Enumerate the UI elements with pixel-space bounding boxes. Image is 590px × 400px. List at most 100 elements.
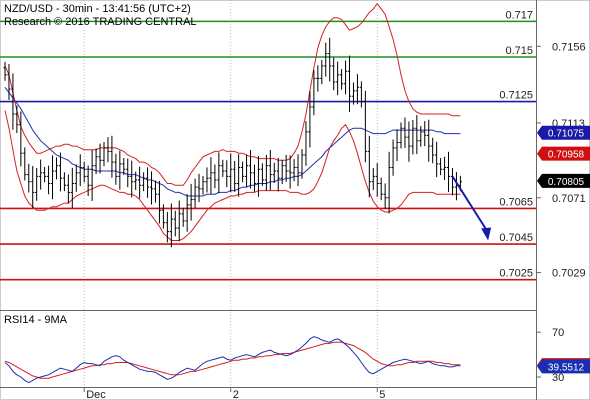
ohlc-bar — [320, 60, 324, 85]
ohlc-bar — [371, 168, 375, 191]
ohlc-bar — [153, 180, 158, 203]
ohlc-bar — [185, 194, 189, 232]
rsi-y-tick-label: 70 — [552, 327, 564, 339]
x-tick-label: 2 — [233, 389, 239, 400]
ohlc-bar — [296, 154, 300, 187]
ohlc-bar — [193, 178, 197, 208]
ohlc-bar — [367, 135, 371, 198]
ohlc-bar — [225, 160, 229, 188]
ohlc-bar — [7, 64, 11, 100]
price-box-bg — [537, 173, 590, 188]
ohlc-bar — [161, 204, 165, 229]
bollinger-upper-line — [4, 2, 461, 186]
ohlc-bar — [78, 154, 82, 187]
bollinger-lower-line — [4, 110, 461, 241]
ohlc-bar — [58, 152, 63, 192]
ohlc-bar — [114, 153, 118, 185]
ohlc-bar — [351, 82, 356, 105]
ohlc-bar — [110, 135, 114, 178]
x-tick-label: 5 — [379, 389, 385, 400]
ohlc-bar — [332, 57, 336, 91]
level-label: 0.7025 — [499, 268, 533, 280]
ohlc-bar — [427, 119, 431, 162]
level-label: 0.7065 — [499, 196, 533, 208]
ohlc-bar — [205, 167, 209, 193]
ohlc-bar — [379, 177, 383, 201]
level-label: 0.715 — [505, 45, 533, 57]
ohlc-bar — [70, 167, 74, 209]
ohlc-bar — [347, 55, 352, 112]
ohlc-bar — [221, 159, 225, 177]
ohlc-bar — [165, 211, 169, 243]
y-tick-label: 0.7029 — [552, 268, 586, 280]
ohlc-bar — [209, 157, 213, 194]
ohlc-bar — [23, 147, 27, 181]
ohlc-bar — [181, 207, 185, 227]
ohlc-bar — [244, 154, 249, 188]
x-tick-label: Dec — [86, 389, 106, 400]
ohlc-bar — [27, 163, 31, 193]
y-tick-label: 0.7113 — [552, 118, 585, 130]
ohlc-bar — [126, 158, 130, 188]
arrow-layer — [451, 175, 492, 241]
ohlc-bar — [94, 148, 98, 175]
price-box-bg — [537, 125, 590, 140]
chart-title: NZD/USD - 30min - 13:41:56 (UTC+2) — [4, 3, 191, 15]
level-label: 0.717 — [505, 9, 533, 21]
rsi-layer — [4, 336, 461, 384]
ohlc-bar — [446, 151, 451, 193]
ohlc-bar — [383, 183, 387, 209]
ohlc-bar — [387, 151, 391, 214]
ohlc-bar — [237, 154, 241, 197]
ohlc-bar — [134, 171, 138, 191]
price-box-label: 0.70805 — [548, 177, 585, 188]
rsi-line — [4, 336, 461, 384]
ohlc-bar — [39, 159, 43, 190]
price-box-label: 0.71075 — [548, 129, 585, 140]
candle-layer — [3, 37, 462, 248]
ohlc-bar — [66, 174, 70, 204]
ohlc-bar — [304, 121, 308, 166]
ohlc-bar — [336, 61, 340, 96]
ohlc-bar — [316, 65, 320, 92]
ohlc-bar — [439, 158, 443, 176]
ohlc-bar — [264, 154, 268, 191]
ohlc-bar — [118, 150, 122, 190]
ohlc-bar — [3, 61, 7, 81]
level-label: 0.7045 — [499, 232, 533, 244]
ohlc-bar — [122, 158, 126, 176]
ohlc-bar — [431, 137, 435, 164]
ohlc-bar — [324, 42, 328, 77]
ohlc-bar — [189, 183, 193, 221]
ohlc-bar — [149, 171, 154, 205]
y-tick-label: 0.7156 — [552, 41, 586, 53]
ohlc-bar — [272, 162, 276, 183]
rsi-panel-title: RSI14 - 9MA — [4, 314, 68, 326]
price-box: 0.70958 — [537, 146, 590, 161]
ohlc-bar — [50, 155, 55, 200]
ohlc-bar — [340, 68, 344, 90]
ohlc-bar — [201, 175, 205, 195]
ohlc-bar — [355, 74, 360, 105]
ohlc-bar — [169, 203, 173, 248]
ohlc-bar — [173, 210, 177, 237]
ohlc-bar — [399, 122, 403, 149]
chart-copyright: Research © 2016 TRADING CENTRAL — [4, 16, 197, 28]
ohlc-bar — [435, 141, 439, 178]
ohlc-bar — [177, 200, 181, 242]
price-box-bg — [537, 146, 590, 161]
ohlc-bar — [62, 172, 66, 192]
ohlc-bar — [130, 160, 134, 198]
ohlc-bar — [343, 60, 348, 95]
ohlc-bar — [300, 149, 304, 179]
ohlc-bar — [11, 73, 15, 130]
ohlc-bar — [407, 121, 411, 162]
rsi-value-box: 39.5512 — [537, 359, 590, 374]
ohlc-bar — [213, 164, 217, 189]
price-box: 0.70805 — [537, 173, 590, 188]
level-layer: 0.717 0.715 0.7125 0.7065 0.7045 0.7025 — [0, 9, 536, 281]
ohlc-bar — [233, 160, 237, 192]
price-box-label: 0.70958 — [548, 150, 585, 161]
ohlc-bar — [415, 115, 419, 154]
ohlc-bar — [284, 154, 288, 182]
